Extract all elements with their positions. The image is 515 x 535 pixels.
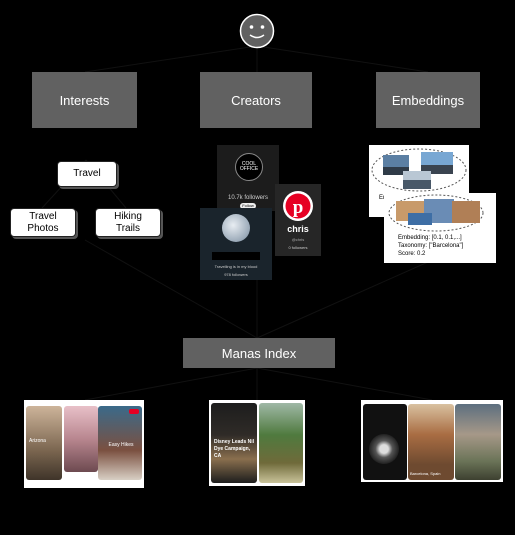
edge-user-embeddings (256, 45, 429, 73)
chris-followers: 0 followers (288, 245, 308, 250)
embedding-card-2: Embedding: [0.1, 0.1,...] Taxonomy: ["Ba… (384, 193, 496, 263)
travel-photos-label: Travel Photos (27, 210, 59, 234)
save-badge (129, 409, 139, 414)
follow-button[interactable]: Follow (240, 203, 256, 209)
result-2-phone-b (259, 403, 303, 483)
result-1-phone-b (64, 406, 98, 472)
result-screenshot-1: Arizona Easy Hikes (24, 400, 144, 488)
creator-card-chris: p chris @chris 0 followers (275, 184, 321, 256)
interests-label: Interests (59, 92, 110, 108)
travel-node: Travel (57, 161, 117, 187)
chris-handle: @chris (291, 237, 305, 242)
embedding-cluster-2 (388, 194, 484, 232)
creators-node: Creators (200, 72, 312, 128)
svg-text:p: p (293, 197, 304, 218)
result-screenshot-2: Disney Leads Nil Dye Campaign, CA (209, 400, 305, 486)
result-3-wheel (369, 434, 399, 464)
traveler-name-redacted (212, 252, 260, 260)
creator-card-cool-office: COOL OFFICE 10.7k followers Follow (217, 145, 279, 211)
traveler-avatar (222, 214, 250, 242)
result-2-phone-a: Disney Leads Nil Dye Campaign, CA (211, 403, 257, 483)
result-1-phone-a-title: Arizona (29, 438, 46, 444)
result-1-phone-c: Easy Hikes (98, 406, 142, 480)
cool-office-logo: COOL OFFICE (235, 153, 263, 181)
result-1-phone-c-title: Easy Hikes (108, 442, 134, 448)
hiking-trails-node: Hiking Trails (95, 208, 161, 237)
embeddings-label: Embeddings (391, 92, 465, 108)
result-1-phone-a: Arizona (26, 406, 62, 480)
result-2-caption: Disney Leads Nil Dye Campaign, CA (214, 439, 255, 459)
hiking-trails-label: Hiking Trails (114, 210, 142, 234)
result-3-phone-c (455, 404, 501, 480)
result-3-phone-b: Barcelona, Spain (408, 404, 454, 480)
user-face-icon (239, 13, 275, 49)
travel-label: Travel (73, 168, 101, 179)
chris-name: chris (287, 224, 309, 234)
cool-office-followers: 10.7k followers (227, 195, 269, 201)
embeddings-node: Embeddings (376, 72, 480, 128)
edge-embeddings-index (256, 261, 429, 339)
creator-card-traveler: Travelling is in my blood 978 followers (200, 208, 272, 280)
manas-index-node: Manas Index (183, 338, 335, 368)
manas-index-label: Manas Index (221, 345, 297, 361)
result-3-caption: Barcelona, Spain (410, 471, 441, 476)
embedding-card-2-taxonomy: Taxonomy: ["Barcelona"] (398, 243, 464, 249)
edge-index-r3 (256, 367, 433, 401)
embedding-card-2-score: Score: 0.2 (398, 251, 426, 257)
interests-node: Interests (32, 72, 137, 128)
edge-index-r1 (84, 367, 258, 401)
traveler-bio: Travelling is in my blood (214, 264, 258, 269)
embedding-card-2-embedding: Embedding: [0.1, 0.1,...] (398, 235, 462, 241)
edge-user-interests (84, 45, 258, 73)
edge-interests-index (84, 239, 258, 339)
travel-photos-node: Travel Photos (10, 208, 76, 237)
embedding-cluster-1 (371, 148, 467, 192)
pinterest-logo-icon: p (283, 191, 313, 221)
creators-label: Creators (231, 92, 281, 108)
result-3-phone-a (363, 404, 407, 480)
result-screenshot-3: Barcelona, Spain (361, 400, 503, 482)
traveler-followers: 978 followers (224, 272, 248, 277)
